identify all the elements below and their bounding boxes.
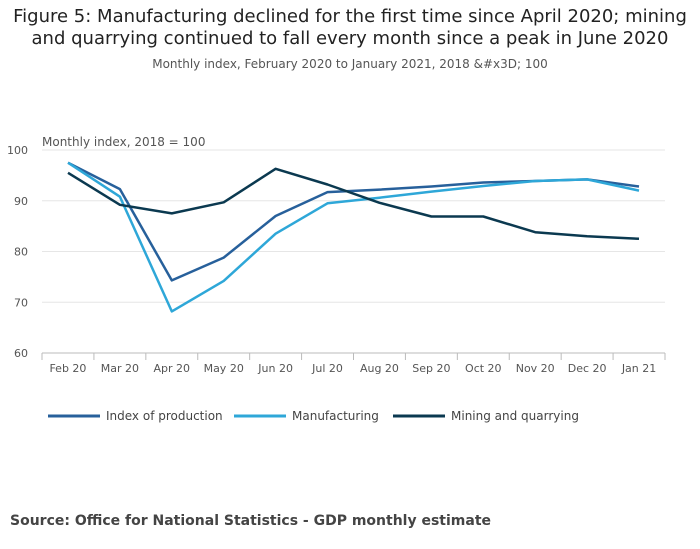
x-tick-label: Nov 20 [516,362,555,375]
y-tick-label: 80 [14,246,28,259]
y-tick-label: 100 [7,144,28,157]
x-tick-label: Oct 20 [465,362,502,375]
y-axis-label: Monthly index, 2018 = 100 [42,135,205,149]
chart-subtitle: Monthly index, February 2020 to January … [152,57,548,71]
x-tick-label: Jul 20 [311,362,343,375]
x-tick-label: Aug 20 [360,362,399,375]
x-tick-label: Dec 20 [568,362,607,375]
y-tick-label: 90 [14,195,28,208]
legend-label: Index of production [106,409,223,423]
chart-title-line-2: and quarrying continued to fall every mo… [31,28,669,49]
x-tick-label: Mar 20 [101,362,139,375]
x-tick-label: Jun 20 [257,362,293,375]
series-line-2 [67,161,640,313]
x-tick-label: Apr 20 [154,362,191,375]
source-note: Source: Office for National Statistics -… [10,513,492,529]
y-tick-label: 70 [14,296,28,309]
y-tick-label: 60 [14,347,28,360]
x-tick-label: May 20 [204,362,244,375]
x-tick-label: Jan 21 [621,362,656,375]
series-line-3 [67,167,640,241]
x-tick-label: Feb 20 [49,362,86,375]
chart-title: Figure 5: Manufacturing declined for the… [0,6,700,50]
chart-title-line-1: Figure 5: Manufacturing declined for the… [13,6,687,27]
x-tick-label: Sep 20 [412,362,450,375]
legend-label: Manufacturing [292,409,379,423]
legend-label: Mining and quarrying [451,409,579,423]
